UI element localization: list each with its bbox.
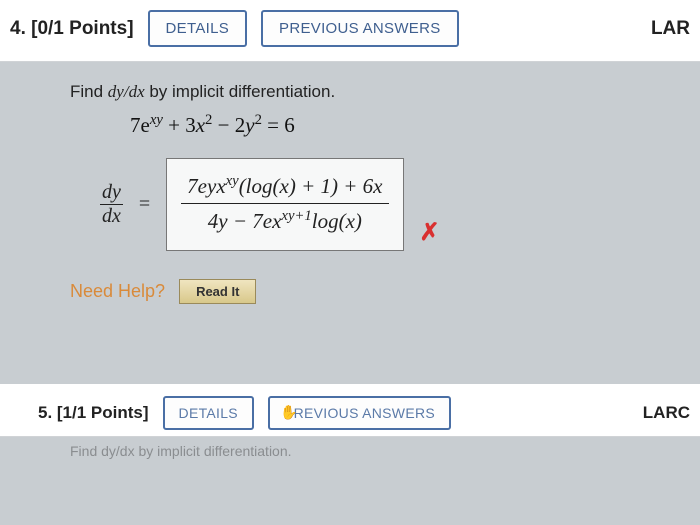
question-body: Find dy/dx by implicit differentiation. … [0, 62, 700, 334]
q5-prompt-faded: Find dy/dx by implicit differentiation. [0, 437, 700, 459]
dy-dx-fraction: dy dx [100, 181, 123, 228]
question4-header: 4. [0/1 Points] DETAILS PREVIOUS ANSWERS… [0, 0, 700, 62]
source-label-q5: LARC [643, 403, 690, 423]
previous-answers-button-q5[interactable]: PREVIOUS ANSWERS ✋ [268, 396, 451, 430]
student-answer-box[interactable]: 7eyxxy(log(x) + 1) + 6x 4y − 7exxy+1log(… [166, 158, 403, 251]
source-label: LAR [651, 18, 690, 40]
question-prompt: Find dy/dx by implicit differentiation. [70, 82, 650, 102]
equation: 7exy + 3x2 − 2y2 = 6 [130, 112, 650, 138]
q4-points: 4. [0/1 Points] [10, 18, 134, 40]
details-button-q5[interactable]: DETAILS [163, 396, 254, 430]
read-it-button[interactable]: Read It [179, 279, 256, 304]
incorrect-icon: ✗ [420, 218, 440, 251]
previous-answers-button[interactable]: PREVIOUS ANSWERS [261, 10, 459, 47]
question5-header: 5. [1/1 Points] DETAILS PREVIOUS ANSWERS… [0, 384, 700, 437]
equals-sign: = [133, 193, 156, 216]
details-button[interactable]: DETAILS [148, 10, 248, 47]
answer-row: dy dx = 7eyxxy(log(x) + 1) + 6x 4y − 7ex… [100, 158, 650, 251]
need-help-row: Need Help? Read It [70, 279, 650, 304]
need-help-label: Need Help? [70, 281, 165, 302]
q5-points: 5. [1/1 Points] [38, 403, 149, 423]
